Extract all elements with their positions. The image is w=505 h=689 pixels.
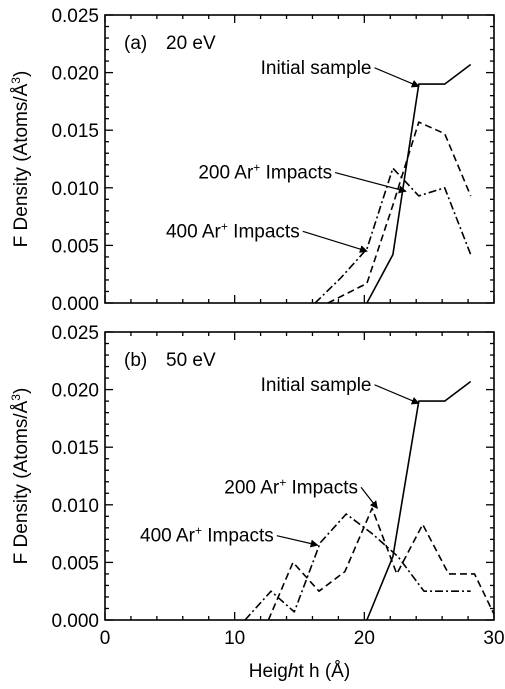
annotation-arrow	[276, 535, 319, 548]
y-tick-label: 0.005	[51, 553, 99, 574]
x-tick-label: 10	[224, 628, 245, 649]
y-tick-label: 0.020	[51, 381, 99, 402]
series-line-dashdot	[244, 513, 471, 621]
annotation-label: Initial sample	[261, 58, 372, 79]
y-tick-label: 0.000	[51, 611, 99, 632]
annotation-label: 200 Ar+ Impacts	[224, 475, 358, 498]
annotation-arrow	[334, 172, 407, 194]
plot-frame	[104, 14, 495, 304]
y-tick-label: 0.015	[51, 121, 99, 142]
annotation-label: 400 Ar+ Impacts	[140, 524, 274, 547]
x-tick-label: 0	[100, 628, 111, 649]
y-tick-label: 0.010	[51, 179, 99, 200]
y-tick-label: 0.005	[51, 236, 99, 257]
energy-label: 50 eV	[166, 350, 216, 371]
y-tick-label: 0.025	[51, 323, 99, 344]
x-axis-title: Height h (Å)	[249, 661, 350, 682]
annotation-label: 200 Ar+ Impacts	[198, 161, 332, 184]
panel-label: (a)	[124, 33, 147, 54]
annotation-arrow	[302, 230, 368, 253]
series-line-solid	[366, 63, 472, 304]
annotation-label: 400 Ar+ Impacts	[166, 219, 300, 242]
annotation-arrow	[374, 384, 420, 405]
plot-frame	[104, 331, 495, 621]
annotation-arrow	[374, 67, 420, 88]
x-tick-label: 20	[354, 628, 375, 649]
annotation-label: Initial sample	[261, 375, 372, 396]
y-tick-label: 0.025	[51, 6, 99, 27]
y-tick-label: 0.010	[51, 496, 99, 517]
y-tick-label: 0.020	[51, 64, 99, 85]
series-line-dashed	[267, 507, 495, 621]
energy-label: 20 eV	[166, 33, 216, 54]
y-axis-title: F Density (Atoms/Å3)	[9, 388, 32, 565]
y-tick-label: 0.000	[51, 294, 99, 315]
series-line-dashed	[327, 121, 472, 304]
annotation-arrow	[360, 486, 378, 510]
series-line-dashdot	[314, 167, 472, 304]
x-tick-label: 30	[483, 628, 504, 649]
panel-label: (b)	[124, 350, 147, 371]
y-tick-label: 0.015	[51, 438, 99, 459]
y-axis-title: F Density (Atoms/Å3)	[9, 71, 32, 248]
